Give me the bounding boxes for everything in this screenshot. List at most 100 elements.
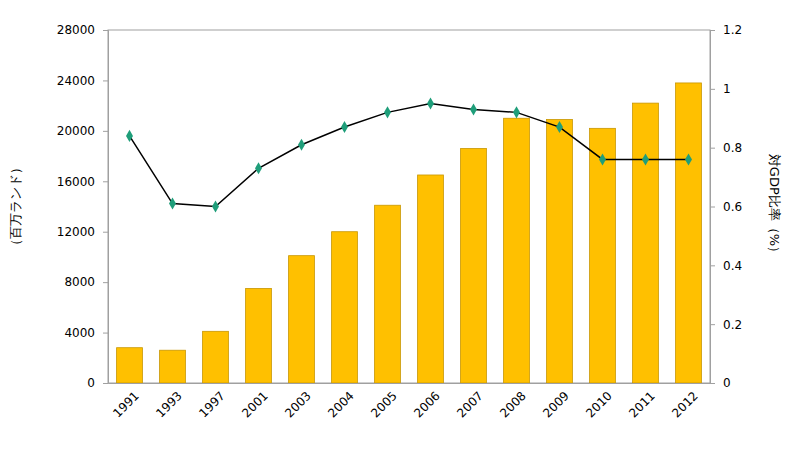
tick-mark: [103, 131, 108, 132]
tick-label: 2009: [540, 389, 571, 420]
tick: 12000: [57, 225, 108, 239]
tick-mark: [103, 282, 108, 283]
tick-label: 12000: [57, 225, 95, 239]
tick: 0.6: [710, 200, 742, 214]
tick-label: 1993: [153, 389, 184, 420]
tick-label: 2012: [669, 389, 700, 420]
tick-mark: [710, 148, 715, 149]
marker: [255, 162, 262, 174]
tick-mark: [103, 333, 108, 334]
y2-axis-title: 対GDP比率（%）: [767, 154, 782, 259]
tick: 0: [87, 376, 108, 390]
tick-mark: [710, 89, 715, 90]
tick-label: 0.6: [723, 200, 742, 214]
tick-label: 28000: [57, 23, 95, 37]
tick: 2007: [454, 383, 485, 420]
tick: 24000: [57, 74, 108, 88]
axis-line: [103, 31, 109, 384]
tick-label: 2006: [411, 389, 442, 420]
tick-mark: [710, 207, 715, 208]
bar: [590, 128, 616, 383]
tick: 2001: [239, 383, 270, 420]
tick: 2008: [497, 383, 528, 420]
tick: 16000: [57, 175, 108, 189]
tick-label: 2001: [239, 389, 270, 420]
line: [130, 104, 689, 207]
bar-series: [117, 83, 702, 383]
tick: 1.2: [710, 23, 742, 37]
tick: 1997: [196, 383, 227, 420]
tick: 2004: [325, 383, 356, 420]
bar: [332, 232, 358, 383]
tick: 1991: [110, 383, 141, 420]
line-series: [126, 98, 692, 213]
tick-label: 0.4: [723, 259, 742, 273]
marker: [513, 106, 520, 118]
tick: 1: [710, 82, 731, 96]
bar: [504, 118, 530, 383]
marker: [341, 121, 348, 133]
x-axis: 1991 1993 1997 2001 2003 2004 2005 2006 2007 2008…: [109, 383, 711, 420]
marker: [384, 106, 391, 118]
tick: 2009: [540, 383, 571, 420]
tick-label: 1: [723, 82, 731, 96]
tick-mark: [710, 324, 715, 325]
bar: [633, 103, 659, 383]
tick: 0: [710, 376, 731, 390]
marker: [212, 200, 219, 212]
marker: [126, 130, 133, 142]
tick-label: 1991: [110, 389, 141, 420]
tick: 2010: [583, 383, 614, 420]
plot-area: [117, 83, 702, 383]
marker: [685, 153, 692, 165]
tick: 1993: [153, 383, 184, 420]
bar: [160, 350, 186, 383]
tick-mark: [710, 30, 715, 31]
bar: [461, 149, 487, 383]
bar: [676, 83, 702, 383]
tick-label: 2008: [497, 389, 528, 420]
tick-label: 0.8: [723, 141, 742, 155]
tick-label: 2010: [583, 389, 614, 420]
tick: 0.2: [710, 318, 742, 332]
tick: 4000: [64, 326, 108, 340]
tick-mark: [710, 265, 715, 266]
marker: [599, 153, 606, 165]
tick-label: 20000: [57, 124, 95, 138]
tick-mark: [103, 232, 108, 233]
tick: 2006: [411, 383, 442, 420]
tick-label: 24000: [57, 74, 95, 88]
tick-label: 1997: [196, 389, 227, 420]
tick-mark: [103, 30, 108, 31]
axis-line: [109, 383, 711, 384]
bar: [289, 256, 315, 383]
tick-label: 2005: [368, 389, 399, 420]
bar: [246, 288, 272, 383]
tick-label: 4000: [64, 326, 95, 340]
tick-label: 2007: [454, 389, 485, 420]
marker: [298, 139, 305, 151]
bar: [375, 205, 401, 383]
tick-label: 2003: [282, 389, 313, 420]
tick-mark: [103, 383, 108, 384]
tick-label: 16000: [57, 175, 95, 189]
marker: [556, 121, 563, 133]
tick-label: 8000: [64, 275, 95, 289]
marker: [470, 103, 477, 115]
y-axis-title: （百万ランド）: [8, 161, 23, 252]
tick-mark: [103, 80, 108, 81]
tick-label: 0: [87, 376, 95, 390]
tick: 20000: [57, 124, 108, 138]
bar: [547, 120, 573, 383]
bar: [418, 175, 444, 383]
chart: 0 4000 8000 12000 16000 20000 24000 28000 0 0.2 0.…: [0, 0, 800, 452]
tick: 2012: [669, 383, 700, 420]
tick-mark: [103, 181, 108, 182]
tick-label: 2004: [325, 389, 356, 420]
tick: 2005: [368, 383, 399, 420]
tick: 0.4: [710, 259, 742, 273]
plot-frame: [108, 30, 710, 383]
tick: 8000: [64, 275, 108, 289]
tick-label: 1.2: [723, 23, 742, 37]
tick: 2003: [282, 383, 313, 420]
